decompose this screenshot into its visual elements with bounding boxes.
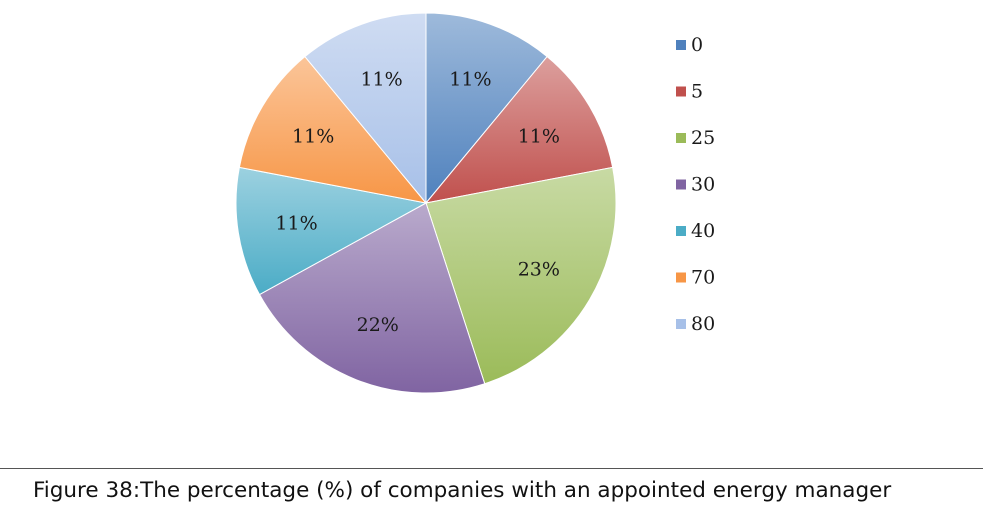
- legend-item-25: 25: [676, 127, 715, 149]
- legend-label-80: 80: [691, 313, 715, 335]
- legend-label-25: 25: [691, 127, 715, 149]
- legend-swatch-0: [676, 40, 686, 50]
- slice-label-30: 22%: [357, 314, 399, 336]
- legend-item-30: 30: [676, 174, 715, 196]
- legend-label-70: 70: [691, 267, 715, 289]
- legend: 0 5 25 30 40 70 80: [676, 34, 715, 335]
- legend-swatch-70: [676, 272, 686, 283]
- legend-label-5: 5: [691, 81, 703, 103]
- pie-slice-70: [238, 55, 428, 204]
- legend-label-30: 30: [691, 174, 715, 196]
- figure-caption: Figure 38:The percentage (%) of companie…: [33, 478, 892, 503]
- legend-item-0: 0: [676, 34, 703, 56]
- pie-slice-0: [425, 12, 548, 205]
- slice-label-0: 11%: [449, 69, 491, 91]
- legend-item-5: 5: [676, 81, 703, 103]
- pie-slice-80: [304, 12, 427, 205]
- legend-item-70: 70: [676, 267, 715, 289]
- legend-swatch-80: [676, 319, 686, 329]
- legend-label-0: 0: [691, 34, 703, 56]
- slice-label-25: 23%: [518, 259, 560, 281]
- slice-label-70: 11%: [292, 125, 334, 147]
- legend-item-80: 80: [676, 313, 715, 335]
- slice-label-40: 11%: [275, 213, 317, 235]
- pie-slices: [235, 12, 617, 394]
- pie-slice-30: [258, 202, 486, 394]
- legend-swatch-5: [676, 86, 686, 97]
- pie-slice-labels: 11% 11% 23% 22% 11% 11% 11%: [275, 69, 560, 336]
- legend-swatch-25: [676, 133, 686, 143]
- pie-slice-40: [235, 166, 428, 296]
- slice-label-5: 11%: [518, 125, 560, 147]
- pie-chart: 11% 11% 23% 22% 11% 11% 11% 0 5 25 30 40 70 80: [235, 12, 715, 394]
- pie-slice-5: [424, 55, 614, 204]
- legend-label-40: 40: [691, 220, 715, 242]
- caption-divider: [0, 468, 983, 469]
- legend-swatch-30: [676, 179, 686, 190]
- slice-label-80: 11%: [360, 69, 402, 91]
- pie-slice-25: [425, 166, 617, 385]
- legend-swatch-40: [676, 226, 686, 236]
- legend-item-40: 40: [676, 220, 715, 242]
